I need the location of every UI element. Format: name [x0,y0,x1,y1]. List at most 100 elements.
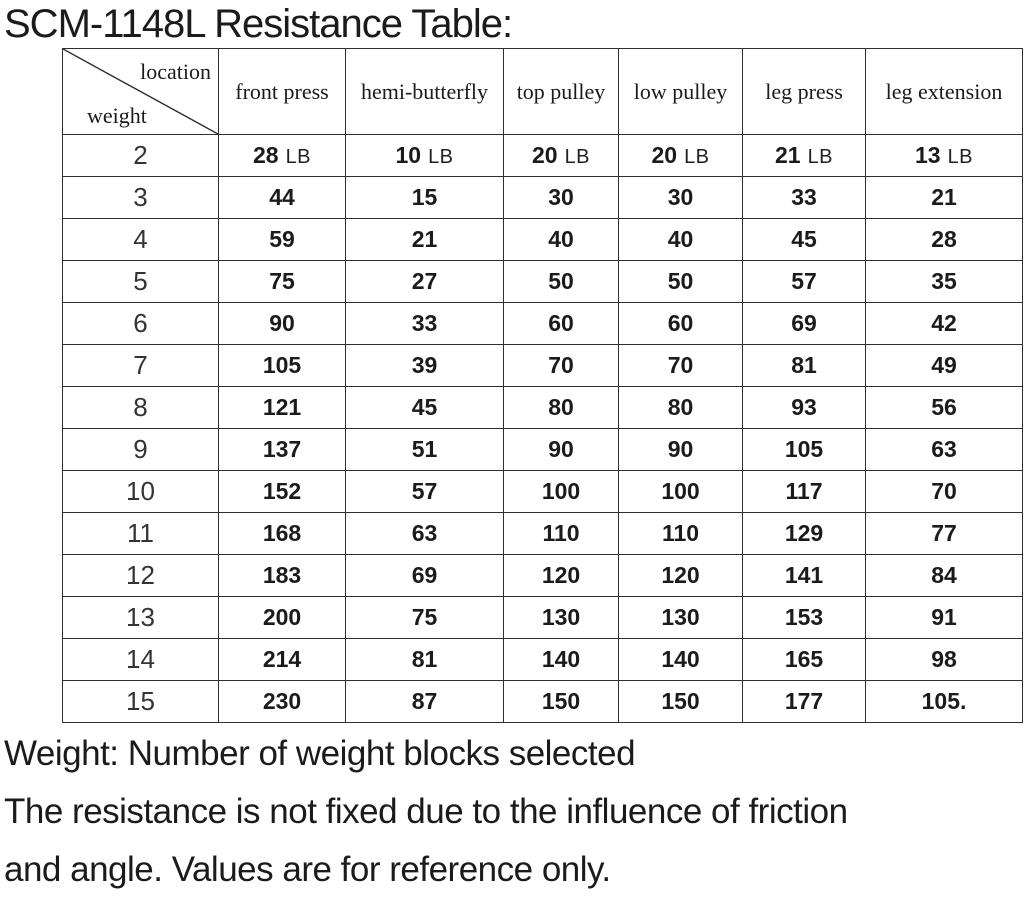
table-row: 7 105 39 70 70 81 49 [62,344,1023,387]
value-number: 21 [774,142,801,168]
table-row: 3 44 15 30 30 33 21 [62,176,1023,219]
value-cell: 30 [503,176,619,219]
value-number: 49 [931,352,957,378]
value-number: 63 [931,436,957,462]
value-number: 28 [252,142,279,168]
value-number: 15 [411,184,438,210]
value-cell: 91 [865,596,1023,639]
value-cell: 110 [503,512,619,555]
value-cell: 70 [865,470,1023,513]
value-number: 40 [667,226,694,252]
weight-cell: 2 [62,134,219,177]
table-row: 4 59 21 40 40 45 28 [62,218,1023,261]
value-cell: 84 [865,554,1023,597]
value-cell: 100 [618,470,743,513]
value-cell: 69 [742,302,866,345]
value-cell: 141 [742,554,866,597]
value-number: 81 [411,646,438,672]
value-number: 165 [784,646,824,672]
value-number: 80 [667,394,694,420]
value-cell: 105 [742,428,866,471]
value-number: 200 [262,604,302,630]
value-cell: 50 [618,260,743,303]
note-friction-line1: The resistance is not fixed due to the i… [4,792,848,831]
note-weight-definition: Weight: Number of weight blocks selected [4,734,636,773]
weight-cell: 6 [62,302,219,345]
corner-weight-label: weight [87,103,147,128]
value-number: 40 [548,226,574,252]
value-number: 59 [269,226,295,252]
value-cell: 21 [865,176,1023,219]
value-number: 60 [667,310,694,336]
value-number: 30 [667,184,694,210]
value-cell: 105 [218,344,346,387]
table-row: 14 214 81 140 140 165 98 [62,638,1023,681]
value-number: 13 [914,142,941,168]
value-cell: 137 [218,428,346,471]
value-cell: 28 [865,218,1023,261]
table-body: 2 28 LB 10 LB 20 LB 20 LB 21 LB 13 LB 3 44 15 30 30 33 21 4 5… [62,134,1023,723]
weight-cell: 8 [62,386,219,429]
value-number: 84 [931,562,957,588]
value-cell: 98 [865,638,1023,681]
value-cell: 20 LB [618,134,743,177]
value-cell: 49 [865,344,1023,387]
value-number: 21 [931,184,957,210]
col-header-hemi-butterfly: hemi-butterfly [345,48,504,135]
value-number: 27 [411,268,438,294]
value-number: 100 [661,478,700,504]
value-number: 140 [661,646,700,672]
value-cell: 70 [618,344,743,387]
value-cell: 57 [742,260,866,303]
value-number: 50 [667,268,694,294]
value-number: 121 [262,394,302,420]
value-number: 105 [784,436,824,462]
value-number: 69 [791,310,817,336]
value-cell: 110 [618,512,743,555]
value-cell: 75 [218,260,346,303]
value-cell: 80 [618,386,743,429]
value-number: 30 [548,184,574,210]
value-number: 93 [791,394,817,420]
weight-cell: 14 [62,638,219,681]
value-cell: 27 [345,260,504,303]
value-cell: 21 LB [742,134,866,177]
value-cell: 100 [503,470,619,513]
value-number: 63 [411,520,438,546]
weight-cell: 3 [62,176,219,219]
value-cell: 120 [618,554,743,597]
value-number: 33 [791,184,817,210]
value-number: 60 [548,310,574,336]
value-cell: 87 [345,680,504,723]
value-cell: 59 [218,218,346,261]
value-number: 120 [661,562,700,588]
footer-notes: Weight: Number of weight blocks selected… [4,725,1024,898]
table-row: 6 90 33 60 60 69 42 [62,302,1023,345]
diagonal-divider-line [63,49,218,134]
value-cell: 15 [345,176,504,219]
value-cell: 63 [345,512,504,555]
value-cell: 63 [865,428,1023,471]
table-row: 12 183 69 120 120 141 84 [62,554,1023,597]
value-cell: 51 [345,428,504,471]
value-cell: 129 [742,512,866,555]
value-cell: 90 [618,428,743,471]
value-number: 230 [262,688,302,714]
value-number: 130 [541,604,581,630]
value-number: 70 [931,478,957,504]
col-header-leg-press: leg press [742,48,866,135]
value-number: 75 [411,604,438,630]
table-row: 9 137 51 90 90 105 63 [62,428,1023,471]
unit-label: LB [428,146,454,168]
value-cell: 230 [218,680,346,723]
value-number: 129 [784,520,824,546]
value-number: 69 [411,562,438,588]
value-cell: 80 [503,386,619,429]
value-cell: 130 [618,596,743,639]
value-number: 105 [262,352,302,378]
value-number: 10 [395,142,422,168]
value-number: 120 [541,562,581,588]
value-number: 117 [785,478,823,504]
value-number: 20 [531,142,558,168]
